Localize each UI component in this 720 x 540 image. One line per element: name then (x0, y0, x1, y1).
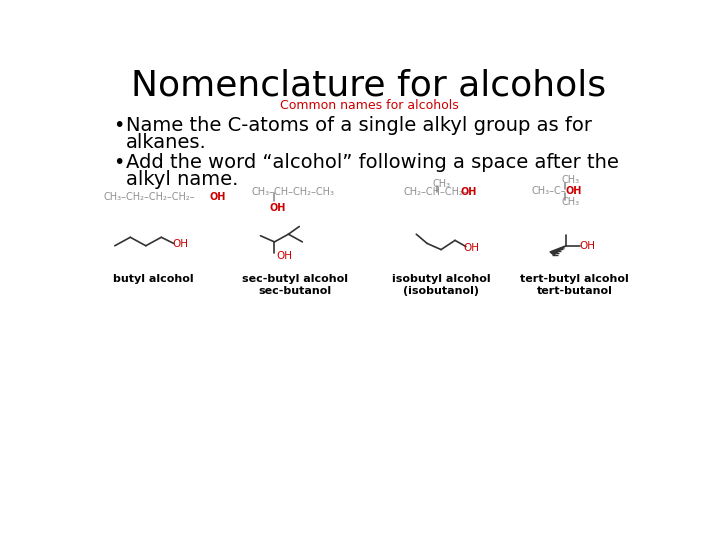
Text: OH: OH (210, 192, 226, 202)
Text: alkyl name.: alkyl name. (126, 170, 238, 188)
Text: CH₃: CH₃ (433, 179, 451, 189)
Text: OH: OH (463, 243, 480, 253)
Text: OH: OH (173, 239, 189, 249)
Text: alkanes.: alkanes. (126, 132, 207, 152)
Text: OH: OH (461, 187, 477, 197)
Text: •: • (113, 153, 125, 172)
Text: CH₃: CH₃ (561, 197, 580, 207)
Text: OH: OH (580, 241, 595, 251)
Text: OH: OH (270, 204, 286, 213)
Text: CH₃–CH–CH₂–CH₃: CH₃–CH–CH₂–CH₃ (251, 187, 334, 197)
Text: Add the word “alcohol” following a space after the: Add the word “alcohol” following a space… (126, 153, 618, 172)
Text: Nomenclature for alcohols: Nomenclature for alcohols (132, 69, 606, 103)
Text: •: • (113, 116, 125, 134)
Text: CH₂–CH–CH₂–: CH₂–CH–CH₂– (404, 187, 469, 197)
Text: OH: OH (565, 186, 582, 196)
Text: isobutyl alcohol
(isobutanol): isobutyl alcohol (isobutanol) (392, 274, 490, 296)
Text: CH₃–CH₂–CH₂–CH₂–: CH₃–CH₂–CH₂–CH₂– (104, 192, 196, 202)
Text: Common names for alcohols: Common names for alcohols (279, 99, 459, 112)
Text: Name the C-atoms of a single alkyl group as for: Name the C-atoms of a single alkyl group… (126, 116, 592, 134)
Text: butyl alcohol: butyl alcohol (113, 274, 194, 284)
Text: sec-butyl alcohol
sec-butanol: sec-butyl alcohol sec-butanol (243, 274, 348, 296)
Text: OH: OH (276, 251, 292, 261)
Text: CH₃–C–: CH₃–C– (532, 186, 567, 196)
Polygon shape (550, 246, 566, 255)
Text: tert-butyl alcohol
tert-butanol: tert-butyl alcohol tert-butanol (520, 274, 629, 296)
Text: CH₃: CH₃ (561, 176, 580, 185)
